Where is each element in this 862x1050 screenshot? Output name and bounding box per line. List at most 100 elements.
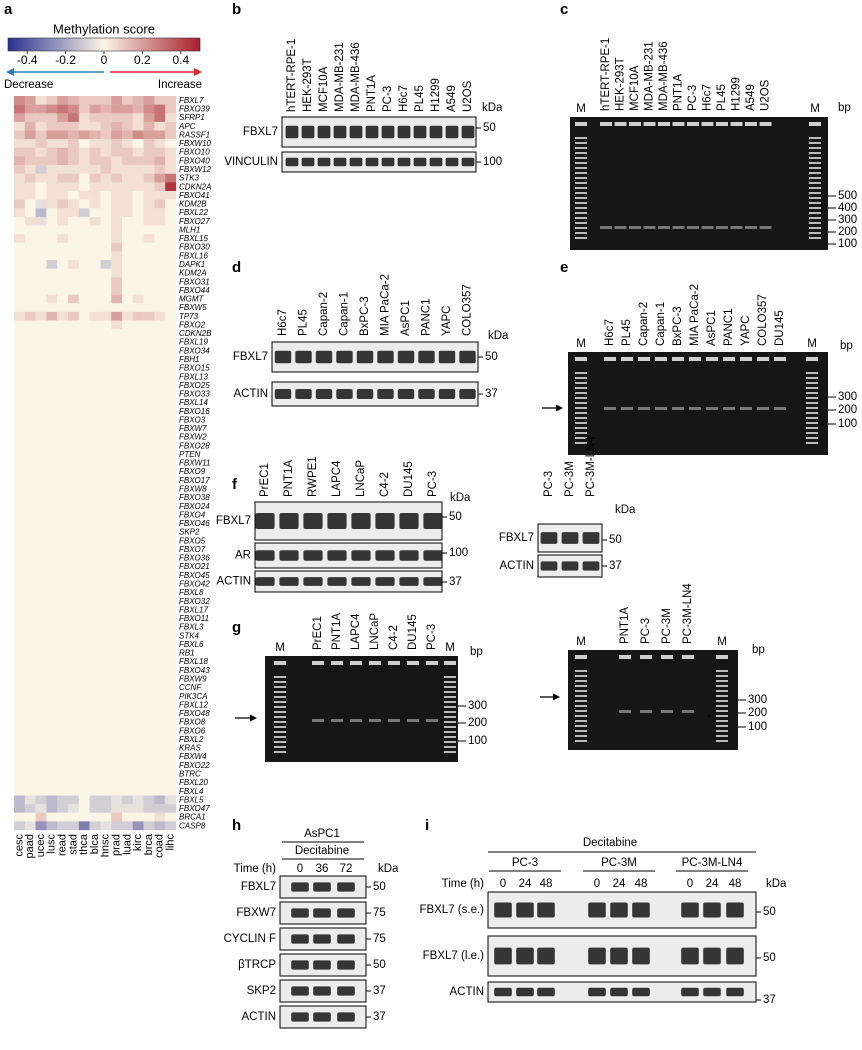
heatmap-cell: [57, 277, 69, 287]
band: [303, 550, 323, 561]
ladder-band: [575, 432, 587, 434]
heatmap-cell: [35, 311, 47, 321]
heatmap-cell: [46, 475, 58, 485]
well: [350, 661, 362, 665]
heatmap-cell: [78, 570, 90, 580]
heatmap-cell: [14, 268, 25, 278]
heatmap-cell: [165, 311, 177, 321]
heatmap-cell: [122, 363, 133, 373]
heatmap-cell: [24, 355, 36, 364]
band: [726, 987, 744, 997]
increase-arrowhead: [194, 68, 202, 76]
heatmap-cell: [68, 432, 79, 442]
heatmap-cell: [14, 234, 25, 243]
heatmap-cell: [68, 104, 79, 114]
heatmap-cell: [57, 657, 69, 667]
heatmap-cell: [35, 260, 47, 269]
heatmap-cell: [111, 182, 123, 192]
lane-label: HEK-293T: [302, 58, 314, 112]
ladder-band: [809, 157, 821, 159]
heatmap-cell: [132, 596, 144, 606]
ladder-band: [575, 685, 587, 687]
heatmap-cell: [14, 562, 25, 572]
heatmap-cell: [132, 329, 144, 338]
heatmap-cell: [57, 268, 69, 278]
lane-label: RWPE1: [307, 456, 319, 497]
heatmap-cell: [35, 173, 47, 183]
heatmap-cell: [100, 355, 112, 364]
lane-label: PANC1: [421, 299, 433, 337]
heatmap-cell: [132, 285, 144, 295]
heatmap-cell: [24, 260, 36, 269]
heatmap-cell: [14, 735, 25, 744]
heatmap-cell: [57, 760, 69, 770]
heatmap-cell: [89, 640, 101, 649]
heatmap-cell: [78, 311, 90, 321]
heatmap-cell: [46, 545, 58, 554]
heatmap-cell: [78, 545, 90, 554]
lane-label: HEK-293T: [615, 57, 627, 111]
heatmap-cell: [132, 363, 144, 373]
heatmap-cell: [111, 156, 123, 166]
heatmap-cell: [35, 493, 47, 503]
heatmap-cell: [89, 795, 101, 805]
ladder-band: [806, 437, 818, 439]
band: [610, 987, 628, 997]
lane-label: PANC1: [723, 309, 735, 347]
band: [582, 532, 600, 544]
heatmap-cell: [68, 113, 79, 123]
heatmap-cell: [100, 190, 112, 200]
heatmap-cell: [143, 562, 155, 572]
gene-label: FBXO21: [179, 562, 210, 571]
heatmap-cell: [89, 182, 101, 192]
heatmap-cell: [143, 121, 155, 131]
band: [426, 719, 438, 722]
heatmap-cell: [143, 475, 155, 485]
heatmap-cell: [143, 622, 155, 632]
heatmap-cell: [111, 147, 123, 157]
bp-label: 100: [838, 238, 857, 250]
gene-label: FBXW7: [179, 424, 207, 433]
heatmap-cell: [14, 406, 25, 416]
heatmap-cell: [35, 735, 47, 744]
lane-label: hTERT-RPE-1: [286, 39, 298, 112]
heatmap-cell: [78, 251, 90, 261]
heatmap-cell: [154, 467, 166, 477]
heatmap-cell: [78, 113, 90, 123]
heatmap-cell: [165, 588, 177, 598]
heatmap-cell: [100, 216, 112, 226]
heatmap-cell: [122, 190, 133, 200]
heatmap-cell: [35, 510, 47, 520]
unit-label: bp: [838, 102, 851, 114]
heatmap-cell: [68, 303, 79, 313]
heatmap-cell: [143, 795, 155, 805]
heatmap-cell: [165, 657, 177, 667]
heatmap-cell: [132, 700, 144, 710]
lane-label: PrEC1: [312, 616, 324, 650]
heatmap-cell: [14, 484, 25, 494]
kda-label: 37: [609, 560, 622, 572]
well: [426, 661, 438, 665]
ladder-band: [809, 182, 821, 184]
heatmap-cell: [35, 398, 47, 408]
heatmap-cell: [35, 657, 47, 667]
heatmap-cell: [24, 640, 36, 649]
heatmap-cell: [100, 553, 112, 563]
band: [640, 710, 652, 713]
gene-label: RASSF1: [179, 130, 210, 139]
heatmap-cell: [35, 821, 47, 831]
band: [537, 902, 555, 918]
heatmap-cell: [111, 346, 123, 356]
heatmap-cell: [165, 268, 177, 278]
heatmap-cell: [57, 484, 69, 494]
heatmap-cell: [154, 337, 166, 347]
heatmap-cell: [57, 691, 69, 701]
heatmap-cell: [143, 380, 155, 390]
heatmap-cell: [132, 717, 144, 727]
heatmap-cell: [14, 450, 25, 459]
heatmap-cell: [46, 216, 58, 226]
heatmap-cell: [35, 700, 47, 710]
heatmap-cell: [111, 510, 123, 520]
band: [740, 407, 752, 410]
heatmap-cell: [89, 622, 101, 632]
